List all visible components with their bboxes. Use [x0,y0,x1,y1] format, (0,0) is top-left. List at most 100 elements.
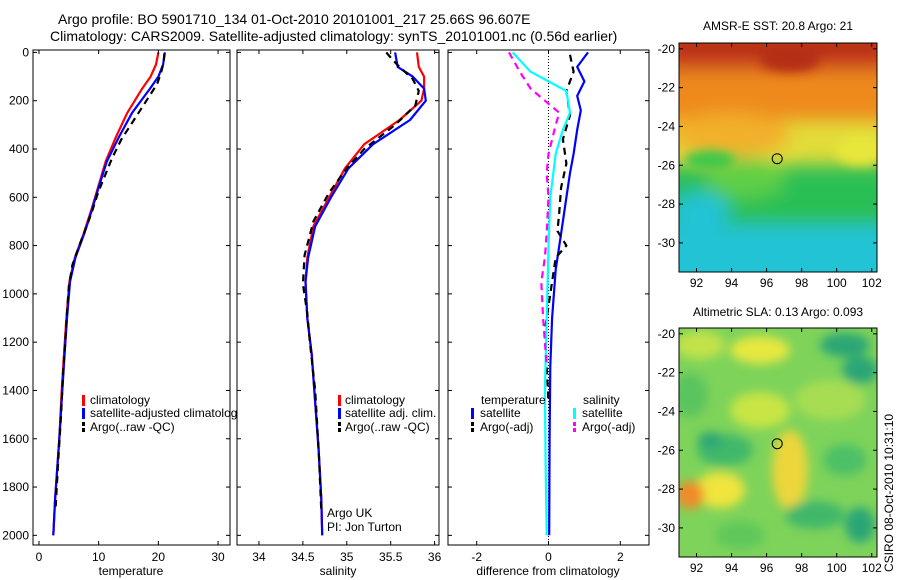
argo-location-marker [771,153,783,165]
temperature-xtick-label: 20 [152,550,166,564]
sla-map-xtick-label: 94 [725,561,739,575]
difference-panel: -2 0 2 difference from climatology tempera… [447,49,650,578]
argo-location-marker [771,438,783,450]
sst-map-ytick-label: -26 [658,158,676,172]
temperature-xlabel: temperature [99,564,164,578]
temperature-xtick-label: 10 [92,550,106,564]
sst-map-ytick-label: -28 [658,197,676,211]
salinity-xtick-label: 34 [252,550,266,564]
salinity-axes-box [236,49,440,546]
temperature-panel: 0 10 20 30 0 200 400 600 800 1000 1200 1400 1600 1800… [2,45,243,578]
legend-swatch-argo-b [82,428,85,432]
salinity-xtick-label: 34.5 [291,550,315,564]
legend-label-argo: Argo(..raw -QC) [345,420,430,434]
sla-map-xtick-label: 92 [690,561,704,575]
difference-series-salinity-argo-adj [508,51,561,367]
difference-xtick-label: 0 [545,550,552,564]
legend-swatch-sal-argo-a [573,422,576,426]
legend-label-temp-satellite: satellite [480,406,521,420]
sla-map-panel: Altimetric SLA: 0.13 Argo: 0.093 [658,305,882,575]
sst-map-xtick-label: 96 [760,276,774,290]
sst-map-xtick-label: 102 [862,276,882,290]
salinity-panel: 34 34.5 35 35.5 36 salinity Argo UK PI: Jon … [236,49,442,578]
legend-label-climatology: climatology [90,393,150,407]
legend-label-satellite-adj: satellite adj. clim. [345,406,436,420]
side-timestamp: CSIRO 08-Oct-2010 10:31:10 [882,414,896,572]
legend-label-argo: Argo(..raw -QC) [90,420,175,434]
title-line-1: Argo profile: BO 5901710_134 01-Oct-2010… [58,11,530,27]
sla-map-frame [678,327,878,558]
difference-xtick-label: -2 [471,550,482,564]
sst-map-frame [678,42,878,273]
salinity-xtick-label: 35.5 [379,550,403,564]
salinity-xlabel: salinity [320,564,357,578]
legend-swatch-satellite-adjusted [82,408,85,419]
legend-swatch-argo-a [338,422,341,426]
legend-label-temp-argo: Argo(-adj) [480,420,533,434]
sla-map-xtick-label: 100 [827,561,847,575]
sst-map-title: AMSR-E SST: 20.8 Argo: 21 [703,19,853,33]
legend-label-satellite-adjusted: satellite-adjusted climatology [90,406,243,420]
sla-map-ytick-label: -22 [658,366,676,380]
sla-map-title: Altimetric SLA: 0.13 Argo: 0.093 [693,305,863,319]
depth-tick-label: 1000 [2,287,29,301]
legend-swatch-satellite-adj [338,408,341,419]
sla-map-ytick-label: -20 [658,327,676,341]
legend-swatch-climatology [82,395,85,406]
annotation-pi: PI: Jon Turton [327,520,402,534]
salinity-series-argo-raw-qc [301,51,420,512]
salinity-legend: climatology satellite adj. clim. Argo(..… [338,393,436,434]
sst-map-ytick-label: -30 [658,236,676,250]
depth-tick-label: 1400 [2,383,29,397]
sst-map-ytick-label: -22 [658,81,676,95]
depth-tick-label: 600 [9,190,29,204]
sst-map-ytick-label: -24 [658,119,676,133]
salinity-xtick-label: 36 [428,550,442,564]
sla-map-ytick-label: -24 [658,404,676,418]
legend-group-temperature: temperature [481,393,546,407]
legend-group-salinity: salinity [583,393,620,407]
title-line-2: Climatology: CARS2009. Satellite-adjuste… [50,28,617,44]
depth-tick-label: 1200 [2,335,29,349]
legend-label-sal-satellite: satellite [582,406,623,420]
temperature-xtick-label: 30 [211,550,225,564]
annotation-argo-uk: Argo UK [327,506,372,520]
temperature-series-argo-raw-qc [54,53,166,507]
sst-map-xtick-label: 92 [690,276,704,290]
legend-label-sal-argo: Argo(-adj) [582,420,635,434]
difference-xlabel: difference from climatology [476,564,619,578]
depth-tick-label: 1600 [2,432,29,446]
depth-tick-label: 2000 [2,528,29,542]
depth-tick-label: 200 [9,94,29,108]
legend-swatch-sal-satellite [573,408,576,419]
sla-map-ytick-label: -30 [658,521,676,535]
legend-label-climatology: climatology [345,393,405,407]
sst-map-xtick-label: 100 [827,276,847,290]
sla-heatmap [679,328,877,557]
sla-map-ytick-label: -28 [658,482,676,496]
difference-series-salinity-satellite [511,51,572,536]
difference-series-temperature-satellite [548,51,589,536]
temperature-axes-box [32,49,231,546]
depth-tick-label: 800 [9,239,29,253]
depth-tick-label: 1800 [2,480,29,494]
legend-swatch-climatology [338,395,341,406]
legend-swatch-argo-b [338,428,341,432]
depth-tick-label: 400 [9,142,29,156]
sst-map-panel: AMSR-E SST: 20.8 Argo: 21 92 94 96 9 [658,19,882,290]
sst-heatmap [679,43,877,272]
temperature-legend: climatology satellite-adjusted climatolo… [82,393,243,434]
temperature-xtick-label: 0 [36,550,43,564]
sst-map-xtick-label: 94 [725,276,739,290]
salinity-xtick-label: 35 [340,550,354,564]
legend-swatch-temp-argo-b [471,428,474,432]
sla-map-xtick-label: 102 [862,561,882,575]
difference-xtick-label: 2 [617,550,624,564]
sst-map-ytick-label: -20 [658,42,676,56]
sla-map-xtick-label: 98 [795,561,809,575]
legend-swatch-sal-argo-b [573,428,576,432]
legend-swatch-temp-satellite [471,408,474,419]
legend-swatch-temp-argo-a [471,422,474,426]
sla-map-xtick-label: 96 [760,561,774,575]
